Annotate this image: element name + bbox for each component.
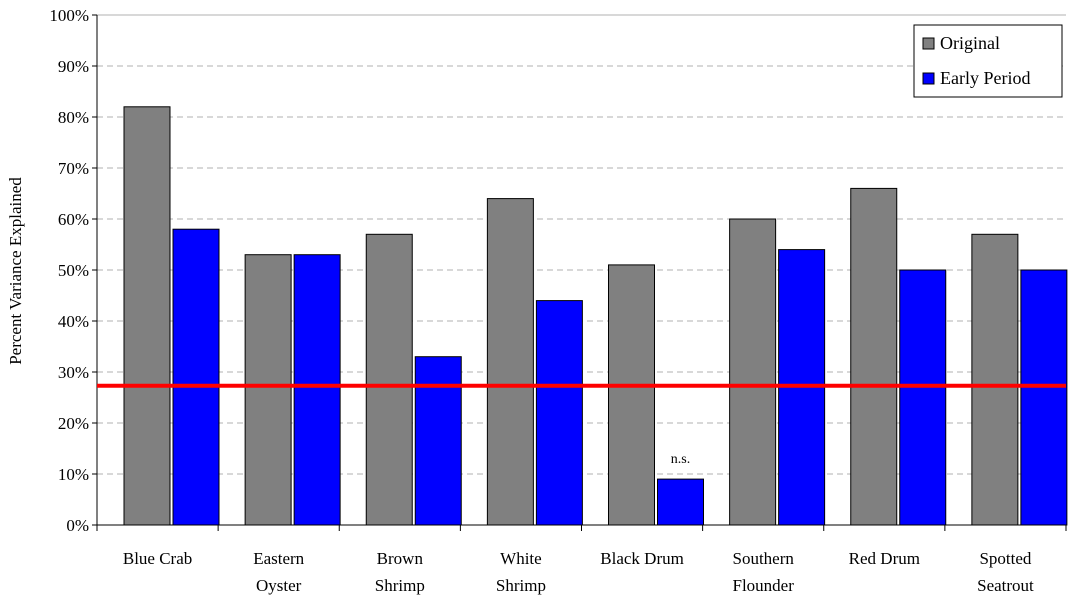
x-category-label: Eastern Oyster	[253, 549, 304, 595]
bar-early-period	[293, 254, 341, 526]
annotation-label: n.s.	[671, 452, 690, 467]
y-tick-label: 10%	[58, 465, 89, 484]
y-tick-label: 70%	[58, 159, 89, 178]
x-category-label: Blue Crab	[123, 549, 192, 568]
x-category-label: Brown Shrimp	[375, 549, 425, 595]
y-tick-label: 30%	[58, 363, 89, 382]
x-category-labels: Blue Crab Eastern Oyster Brown Shrimp White Sh…	[123, 549, 1034, 595]
y-tick-labels: 0% 10% 20% 30% 40% 50% 60% 70% 80% 90% 100%	[49, 6, 89, 535]
annotations: n.s.	[671, 452, 690, 467]
x-category-label: Spotted Seatrout	[977, 549, 1034, 595]
bar-original	[971, 233, 1019, 526]
legend-label: Early Period	[940, 68, 1030, 88]
y-tick-label: 20%	[58, 414, 89, 433]
bar-early-period	[899, 269, 947, 526]
y-tick-label: 0%	[66, 516, 89, 535]
x-category-label: White Shrimp	[496, 549, 546, 595]
bar-original	[365, 233, 413, 526]
bar-original	[850, 187, 898, 526]
y-tick-label: 80%	[58, 108, 89, 127]
bar-early-period	[172, 228, 220, 526]
legend-label: Original	[940, 33, 1000, 53]
bar-original	[123, 106, 171, 526]
legend: Original Early Period	[913, 24, 1063, 98]
x-category-label: Red Drum	[849, 549, 920, 568]
y-tick-label: 60%	[58, 210, 89, 229]
bar-early-period	[535, 300, 583, 526]
x-category-label: Black Drum	[600, 549, 684, 568]
bar-original	[608, 264, 655, 526]
x-category-label: Southern Flounder	[732, 549, 794, 595]
bar-early-period	[414, 356, 462, 526]
y-tick-label: 50%	[58, 261, 89, 280]
bar-early-period	[1020, 269, 1068, 526]
legend-swatch	[922, 37, 935, 50]
bar-original	[729, 218, 777, 526]
y-axis-label: Percent Variance Explained	[6, 177, 25, 365]
bar-original	[244, 254, 292, 526]
bar-original	[486, 198, 534, 526]
y-tick-label: 100%	[49, 6, 89, 25]
axes	[92, 14, 1067, 531]
legend-box	[913, 24, 1063, 98]
y-tick-label: 90%	[58, 57, 89, 76]
legend-swatch	[922, 72, 935, 85]
bar-early-period	[657, 478, 704, 526]
y-tick-label: 40%	[58, 312, 89, 331]
bars	[123, 106, 1068, 526]
